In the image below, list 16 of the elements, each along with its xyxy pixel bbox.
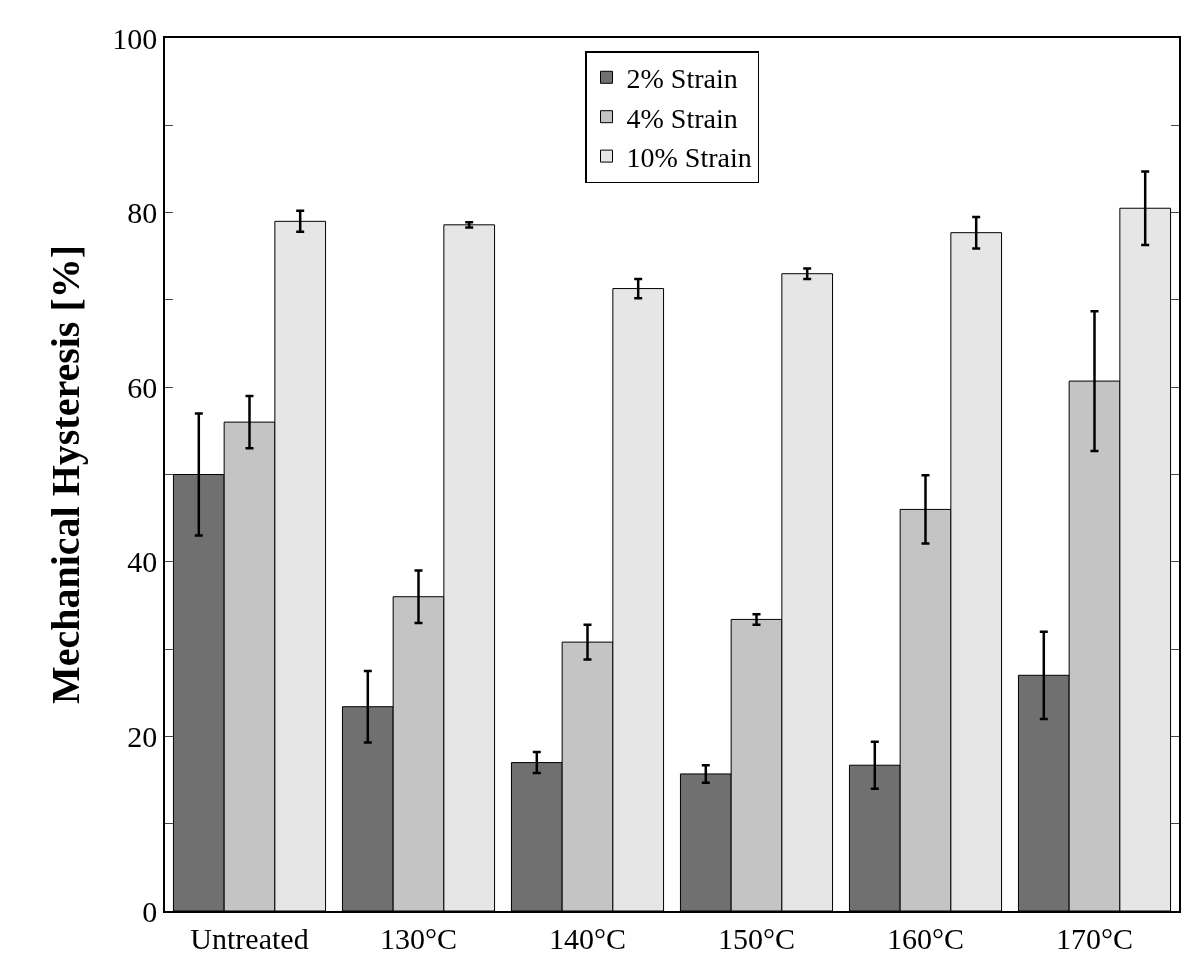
x-tick-label: 170°C — [1055, 921, 1134, 955]
x-tick-label: Untreated — [190, 921, 309, 955]
y-tick-label: 0 — [142, 894, 158, 928]
x-tick-label: 160°C — [886, 921, 965, 955]
y-tick-label: 60 — [127, 370, 158, 404]
x-tick-label: 140°C — [548, 921, 627, 955]
y-tick-label: 100 — [112, 21, 158, 55]
x-tick-label: 150°C — [717, 921, 796, 955]
legend-label: 4% Strain — [626, 102, 738, 134]
x-tick-label: 130°C — [379, 921, 458, 955]
y-tick-label: 20 — [127, 719, 158, 753]
legend-label: 10% Strain — [626, 142, 752, 174]
y-axis-title: Mechanical Hysteresis [%] — [43, 244, 89, 705]
y-tick-label: 80 — [127, 196, 158, 230]
y-tick-label: 40 — [127, 545, 158, 579]
legend-label: 2% Strain — [626, 63, 738, 95]
